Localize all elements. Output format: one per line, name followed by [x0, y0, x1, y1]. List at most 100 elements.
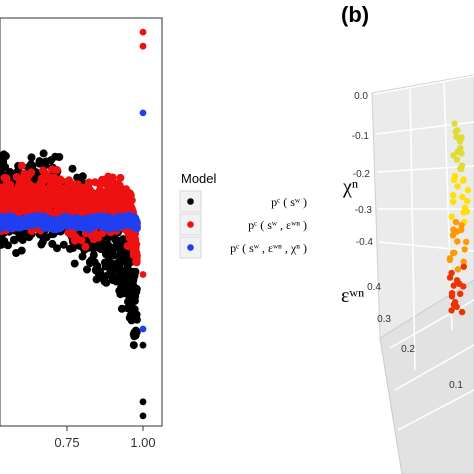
series-1-point — [84, 178, 93, 187]
surface-point — [450, 282, 457, 289]
eps-tick-label-0: 0.4 — [367, 282, 381, 293]
legend-label-0: pᶜ ( sʷ ) — [271, 195, 307, 209]
series-1-point — [139, 28, 147, 36]
series-2-point — [124, 216, 132, 224]
series-1-point — [18, 196, 25, 204]
series-0-point — [90, 258, 99, 267]
series-0-point — [139, 412, 147, 420]
series-1-point — [95, 180, 104, 189]
legend-swatch-1 — [187, 221, 194, 228]
surface-point — [451, 120, 458, 127]
series-1-point — [6, 180, 15, 189]
series-2-point — [87, 214, 95, 223]
series-1-point — [70, 236, 79, 245]
series-1-point — [94, 204, 101, 212]
series-1-point — [124, 199, 133, 208]
series-2-point — [63, 218, 71, 226]
series-0-point — [129, 341, 138, 350]
series-0-point — [95, 267, 104, 276]
series-1-point — [71, 199, 80, 208]
series-0-point — [0, 154, 5, 163]
surface-point — [450, 192, 457, 199]
series-0-point — [139, 341, 147, 349]
series-2-point — [139, 109, 147, 117]
surface-point — [453, 156, 461, 163]
series-2-point — [18, 220, 25, 228]
surface-point — [459, 193, 466, 201]
series-1-point — [25, 171, 34, 180]
chi-tick-label-4: -0.4 — [356, 237, 374, 248]
series-0-point — [48, 239, 57, 248]
series-0-point — [25, 233, 34, 242]
chi-axis-ticks: 0.0 -0.1 -0.2 -0.3 -0.4 — [352, 91, 374, 248]
series-2-point — [25, 218, 34, 227]
series-0-point — [139, 398, 147, 406]
legend-swatch-0 — [187, 198, 194, 205]
x-tick-label-1: 1.00 — [130, 435, 155, 450]
surface-point — [454, 238, 461, 245]
series-0-point — [83, 265, 91, 274]
series-1-point — [52, 208, 61, 217]
surface-point — [448, 213, 455, 220]
series-1-point — [109, 200, 116, 208]
surface-point — [457, 290, 464, 297]
series-0-point — [109, 260, 118, 269]
surface-point — [454, 266, 462, 273]
legend-entry-2: pᶜ ( sʷ , εʷⁿ , χⁿ ) — [179, 236, 307, 259]
series-1-point — [139, 42, 147, 50]
series-1-point — [133, 240, 141, 248]
series-0-point — [116, 249, 125, 258]
series-1-point — [130, 248, 138, 257]
series-1-point — [33, 188, 42, 197]
series-0-point — [109, 251, 118, 260]
series-0-point — [124, 271, 132, 278]
surface-point — [454, 183, 461, 190]
series-1-point — [100, 206, 109, 215]
series-0-point — [127, 316, 136, 325]
surface-point — [453, 303, 460, 311]
series-1-point — [49, 182, 58, 191]
panel-b: (b) 0.0 -0.1 -0.2 -0.3 -0.4 0.4 0.3 0 — [341, 2, 474, 474]
eps-tick-label-1: 0.3 — [377, 314, 391, 325]
series-1-point — [26, 196, 35, 204]
series-1-point — [65, 189, 74, 198]
panel-a: 0.75 1.00 — [0, 17, 163, 450]
legend: Model pᶜ ( sʷ ) pᶜ ( sʷ , εʷⁿ ) pᶜ ( sʷ … — [179, 171, 307, 259]
series-0-point — [101, 272, 110, 281]
series-0-point — [0, 160, 5, 169]
series-2 — [0, 109, 147, 333]
series-0-point — [132, 287, 141, 296]
series-2-point — [54, 217, 63, 226]
series-1-point — [17, 161, 26, 170]
series-1-point — [42, 172, 51, 180]
legend-swatch-2 — [187, 244, 194, 251]
series-1-point — [27, 227, 36, 235]
series-1-point — [5, 189, 14, 198]
series-1-point — [63, 200, 71, 208]
series-1-point — [50, 173, 59, 182]
series-1-point — [132, 256, 141, 265]
series-0-point — [68, 164, 77, 173]
series-1-point — [2, 204, 10, 212]
series-0-point — [59, 240, 68, 249]
series-0-point — [70, 259, 79, 268]
chi-tick-label-3: -0.3 — [355, 205, 373, 216]
surface-point — [446, 255, 454, 262]
series-2-point — [40, 224, 49, 232]
surface-point — [449, 249, 457, 256]
series-1-point — [126, 189, 134, 198]
eps-axis-ticks: 0.4 0.3 0.2 0.1 — [367, 282, 463, 391]
series-0-point — [27, 153, 36, 162]
legend-entry-1: pᶜ ( sʷ , εʷⁿ ) — [179, 213, 307, 236]
series-0-point — [4, 241, 12, 250]
series-0-point — [129, 273, 138, 282]
series-0-point — [51, 152, 60, 161]
surface-point — [448, 307, 455, 314]
chi-tick-label-0: 0.0 — [354, 91, 368, 102]
series-0-point — [125, 304, 134, 313]
series-0-point — [78, 172, 87, 181]
eps-tick-label-2: 0.2 — [401, 344, 415, 355]
series-0-point — [39, 149, 48, 158]
surface-point — [450, 152, 457, 159]
